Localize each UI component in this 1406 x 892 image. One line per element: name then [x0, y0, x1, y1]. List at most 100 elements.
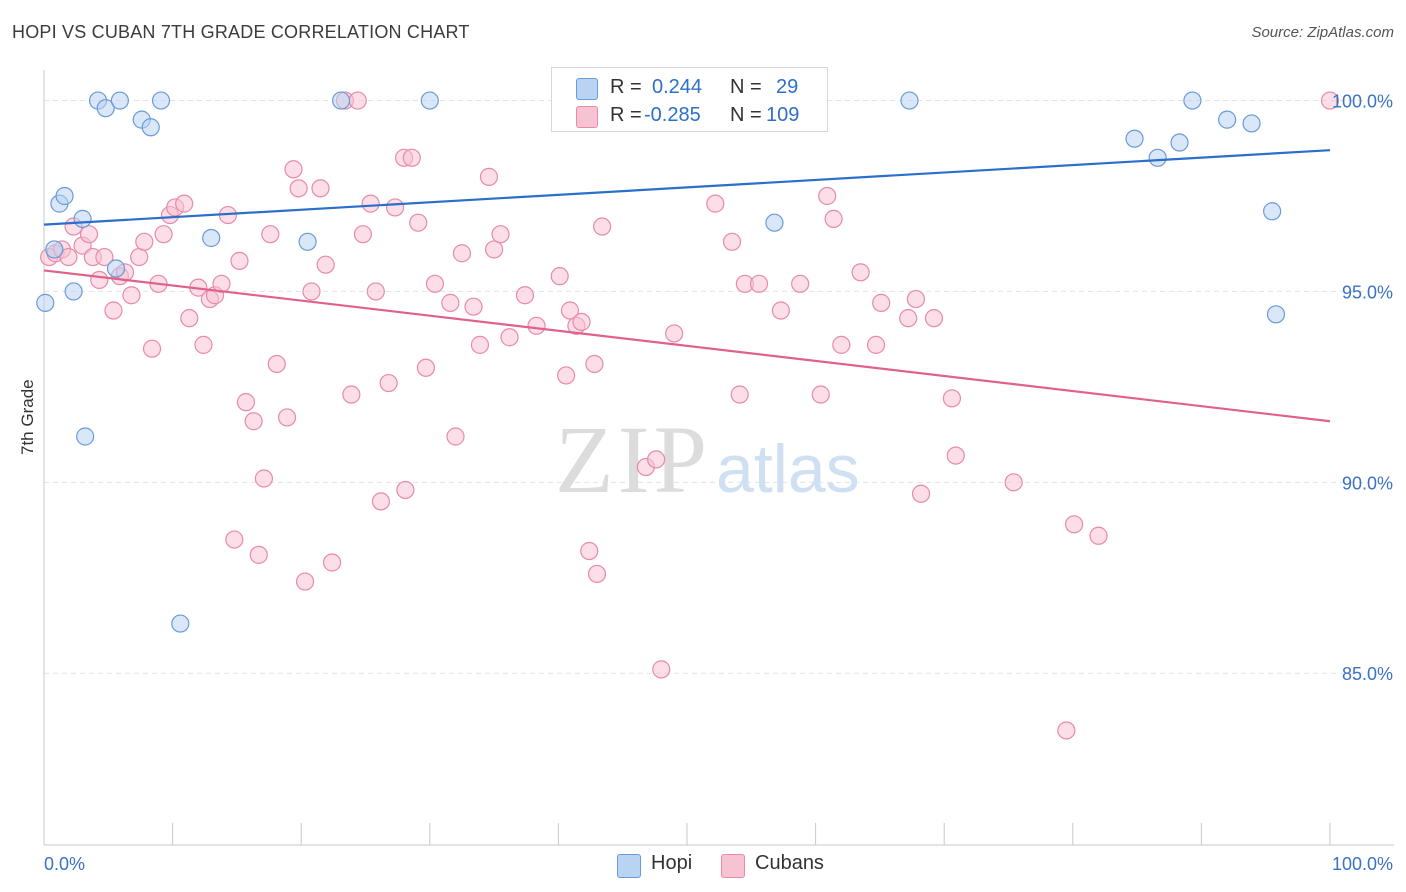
cubans-point: [464, 297, 483, 316]
cubans-point: [194, 335, 213, 354]
y-tick-label: 95.0%: [1342, 282, 1393, 302]
hopi-point: [1263, 202, 1282, 221]
cubans-point: [379, 373, 398, 393]
axes: [43, 70, 1394, 846]
hopi-point: [64, 282, 83, 301]
source-label: Source: ZipAtlas.com: [1251, 24, 1394, 41]
cubans-point: [652, 660, 671, 679]
watermark-zip: ZIP: [555, 406, 711, 513]
hopi-swatch: [576, 78, 598, 100]
cubans-point: [906, 289, 926, 309]
hopi-point: [1125, 129, 1144, 148]
cubans-point: [396, 480, 415, 500]
cubans-point: [284, 160, 303, 179]
cubans-point: [402, 148, 421, 167]
cubans-point: [142, 339, 162, 358]
cubans-point: [593, 217, 612, 236]
cubans-point: [316, 255, 335, 274]
hopi-point: [106, 259, 126, 278]
cubans-point: [946, 446, 965, 465]
hopi-point: [36, 293, 55, 312]
watermark: ZIP atlas: [555, 406, 860, 513]
cubans-point: [1057, 721, 1076, 740]
hopi-point: [1148, 148, 1167, 167]
cubans-point: [485, 240, 504, 259]
cubans-point: [1089, 526, 1108, 545]
cubans-point: [515, 286, 535, 305]
cubans-point: [175, 194, 194, 213]
cubans-point: [706, 194, 725, 213]
hopi-point: [73, 209, 92, 228]
cubans-r-label: R =: [610, 104, 642, 126]
cubans-point: [277, 408, 297, 427]
cubans-point: [409, 213, 428, 232]
cubans-point: [479, 167, 499, 186]
cubans-point: [366, 282, 385, 301]
cubans-point: [500, 328, 519, 347]
hopi-point: [110, 91, 129, 110]
cubans-point: [342, 385, 361, 404]
y-tick-label: 85.0%: [1342, 664, 1393, 684]
y-axis-label: 7th Grade: [18, 379, 37, 455]
watermark-atlas: atlas: [716, 431, 860, 507]
hopi-point: [76, 427, 95, 446]
cubans-point: [851, 263, 870, 282]
cubans-point: [791, 274, 810, 293]
legend-row-cubans: R = -0.285 N = 109: [552, 102, 827, 130]
cubans-point: [295, 572, 315, 591]
hopi-point: [141, 118, 160, 137]
cubans-point: [647, 450, 666, 469]
cubans-point: [811, 385, 830, 404]
hopi-point: [765, 213, 784, 232]
hopi-r-label: R =: [610, 76, 642, 98]
cubans-n-value: 109: [766, 104, 800, 126]
cubans-point: [385, 198, 405, 217]
hopi-r-value: 0.244: [652, 76, 703, 98]
cubans-point: [225, 530, 244, 549]
cubans-point: [771, 301, 790, 320]
stats-legend: R = 0.244 N = 29 R = -0.285 N = 109: [551, 67, 828, 132]
cubans-point: [911, 484, 931, 503]
hopi-point: [1183, 91, 1202, 110]
cubans-point: [348, 91, 367, 110]
cubans-point: [425, 274, 445, 293]
tick-labels: 85.0% 90.0% 95.0% 100.0% 0.0% 100.0%: [44, 92, 1393, 874]
cubans-point: [122, 286, 141, 305]
trend-lines: [43, 149, 1331, 423]
cubans-point: [818, 186, 837, 206]
cubans-point: [130, 247, 149, 267]
cubans-point: [942, 389, 962, 408]
hopi-point: [45, 240, 64, 259]
cubans-point: [254, 469, 274, 488]
hopi-point: [96, 99, 115, 118]
hopi-point: [1170, 133, 1189, 152]
cubans-point: [587, 564, 607, 584]
cubans-point: [244, 412, 263, 431]
cubans-r-value: -0.285: [644, 104, 701, 126]
cubans-point: [302, 282, 321, 301]
cubans-point: [289, 179, 308, 198]
cubans-point: [872, 293, 891, 312]
cubans-point: [527, 316, 546, 335]
hopi-point: [1242, 114, 1261, 133]
hopi-trend-line: [43, 149, 1331, 226]
cubans-point: [585, 354, 604, 374]
cubans-point: [104, 301, 123, 320]
cubans-point: [180, 309, 199, 328]
legend-cubans-label: Cubans: [755, 852, 824, 874]
cubans-point: [311, 179, 330, 198]
cubans-point: [899, 309, 918, 328]
x-tick-label-max: 100.0%: [1332, 854, 1393, 874]
cubans-trend-line: [43, 269, 1331, 423]
cubans-point: [236, 393, 256, 412]
cubans-point: [470, 335, 490, 354]
hopi-point: [1218, 110, 1237, 129]
cubans-n-label: N =: [730, 104, 762, 126]
cubans-point: [730, 385, 749, 404]
cubans-point: [832, 335, 851, 354]
cubans-point: [361, 194, 380, 213]
cubans-point: [95, 247, 114, 267]
hopi-point: [420, 91, 439, 110]
cubans-point: [491, 225, 510, 244]
